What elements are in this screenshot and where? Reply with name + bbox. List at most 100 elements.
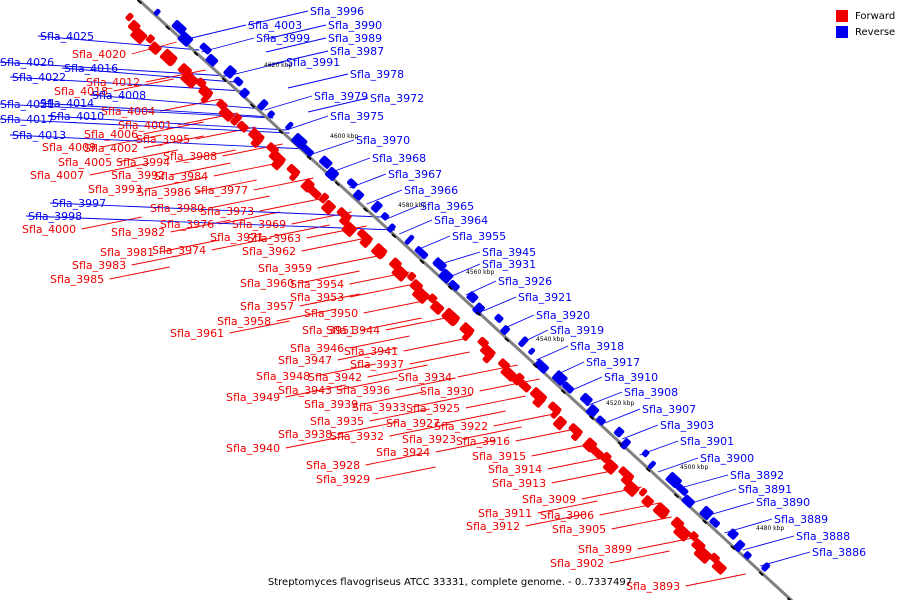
- leader-line: [676, 474, 729, 490]
- leader-line: [49, 202, 381, 218]
- leader-line: [461, 426, 522, 440]
- reverse-gene-glyph: [494, 313, 504, 323]
- forward-gene-glyph: [512, 372, 525, 386]
- leader-line: [287, 73, 349, 89]
- leader-line: [742, 535, 795, 551]
- leader-line: [175, 149, 236, 163]
- gene-label: Sfla_3980: [150, 202, 204, 215]
- reverse-gene-glyph: [404, 234, 415, 245]
- gene-label: Sfla_4004: [101, 105, 155, 118]
- gene-label: Sfla_3908: [624, 386, 678, 399]
- gene-label: Sfla_3974: [152, 244, 206, 257]
- leader-line: [349, 284, 410, 298]
- leader-line: [61, 67, 235, 83]
- leader-line: [317, 255, 378, 269]
- leader-line: [375, 466, 436, 480]
- reverse-gene-glyph: [285, 121, 294, 131]
- leader-line: [337, 421, 398, 435]
- forward-gene-glyph: [518, 380, 532, 393]
- gene-label: Sfla_3928: [306, 459, 360, 472]
- reverse-gene-glyph: [414, 246, 429, 260]
- reverse-gene-glyph: [257, 99, 269, 111]
- axis-tick: [136, 0, 142, 5]
- gene-label: Sfla_3992: [111, 169, 165, 182]
- reverse-gene-glyph: [585, 404, 600, 418]
- leader-line: [159, 239, 220, 253]
- gene-label: Sfla_3955: [452, 230, 506, 243]
- forward-gene-glyph: [271, 156, 285, 171]
- reverse-gene-glyph: [500, 325, 510, 335]
- axis-tick: [165, 25, 171, 31]
- gene-label: Sfla_3912: [466, 520, 520, 533]
- reverse-gene-glyph: [665, 472, 682, 489]
- gene-label: Sfla_3931: [482, 258, 536, 271]
- gene-label: Sfla_3961: [170, 327, 224, 340]
- gene-label: Sfla_3903: [660, 419, 714, 432]
- leader-line: [81, 216, 142, 230]
- leader-line: [211, 237, 272, 251]
- gene-label: Sfla_3981: [100, 246, 154, 259]
- leader-line: [276, 308, 337, 322]
- gene-label: Sfla_3925: [406, 402, 460, 415]
- forward-gene-glyph: [553, 416, 567, 430]
- leader-line: [395, 377, 456, 391]
- leader-line: [411, 394, 472, 408]
- scale-label: 4520 kbp: [606, 400, 634, 407]
- gene-label: Sfla_4016: [64, 62, 118, 75]
- scale-label: 4620 kbp: [264, 62, 292, 69]
- gene-label: Sfla_3967: [388, 168, 442, 181]
- leader-line: [525, 513, 586, 527]
- genome-caption: Streptomyces flavogriseus ATCC 33331, co…: [267, 577, 633, 588]
- axis-tick: [504, 337, 510, 343]
- reverse-gene-glyph: [438, 268, 454, 284]
- gene-label: Sfla_4009: [42, 141, 96, 154]
- leader-line: [331, 157, 371, 173]
- forward-gene-glyph: [448, 315, 459, 326]
- forward-gene-glyph: [230, 113, 242, 126]
- axis-tick: [730, 545, 736, 551]
- reverse-gene-glyph: [534, 359, 549, 374]
- gene-label: Sfla_3916: [456, 435, 510, 448]
- gene-label: Sfla_4013: [12, 129, 66, 142]
- gene-label: Sfla_3934: [398, 371, 452, 384]
- gene-label: Sfla_3945: [482, 246, 536, 259]
- gene-label: Sfla_4026: [0, 56, 54, 69]
- reverse-gene-glyph: [171, 20, 187, 35]
- leader-line: [361, 317, 422, 331]
- reverse-gene-glyph: [239, 87, 250, 99]
- gene-label: Sfla_3948: [256, 370, 310, 383]
- gene-label: Sfla_3910: [604, 371, 658, 384]
- gene-label: Sfla_3990: [328, 19, 382, 32]
- leader-line: [349, 335, 410, 349]
- leader-line: [25, 215, 396, 231]
- forward-gene-glyph: [711, 560, 727, 575]
- leader-line: [705, 501, 755, 517]
- gene-label: Sfla_3989: [328, 32, 382, 45]
- leader-line: [551, 470, 612, 484]
- axis-tick: [278, 129, 284, 135]
- leader-line: [337, 347, 398, 361]
- axis-tick: [306, 155, 312, 161]
- gene-label: Sfla_3995: [136, 133, 190, 146]
- gene-label: Sfla_4025: [40, 30, 94, 43]
- gene-label: Sfla_3940: [226, 442, 280, 455]
- gene-label: Sfla_3969: [232, 218, 286, 231]
- gene-label: Sfla_4018: [54, 85, 108, 98]
- forward-gene-glyph: [462, 329, 473, 341]
- gene-label: Sfla_4002: [84, 142, 138, 155]
- axis-tick: [476, 311, 482, 317]
- gene-label: Sfla_3970: [356, 134, 410, 147]
- gene-label: Sfla_3982: [111, 226, 165, 239]
- legend-reverse: Reverse: [836, 24, 895, 40]
- reverse-gene-glyph: [177, 31, 194, 47]
- reverse-gene-glyph: [325, 167, 339, 181]
- axis-tick: [193, 51, 199, 57]
- gene-label: Sfla_3890: [756, 496, 810, 509]
- leader-line: [143, 121, 204, 135]
- gene-label: Sfla_3958: [217, 315, 271, 328]
- leader-line: [479, 378, 540, 392]
- forward-gene-glyph: [623, 480, 640, 497]
- scale-label: 4500 kbp: [680, 464, 708, 471]
- gene-label: Sfla_3918: [570, 340, 624, 353]
- leader-line: [247, 10, 309, 26]
